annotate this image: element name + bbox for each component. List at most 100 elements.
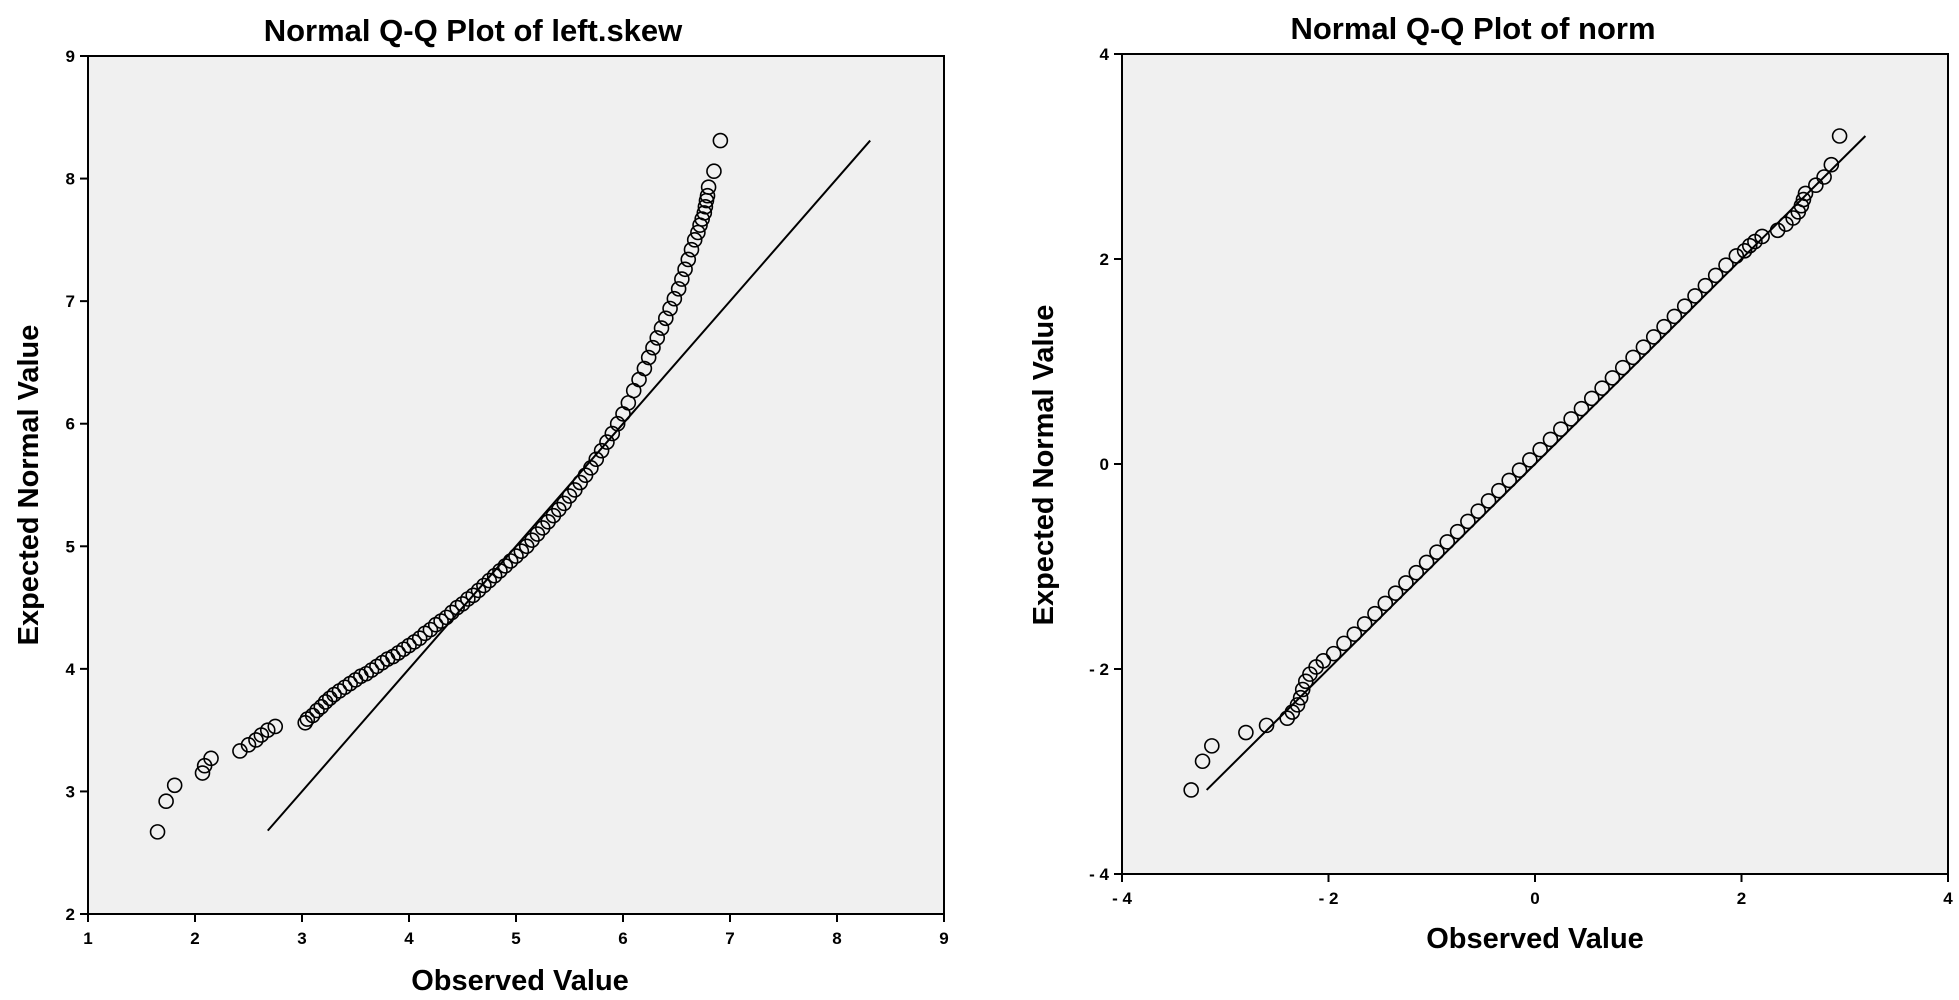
data-point [670,281,687,297]
x-tick-label: - 4 [1112,889,1132,908]
y-axis-label: Expected Normal Value [13,325,45,646]
data-point [1501,472,1517,489]
data-points [149,132,729,840]
data-point [1480,493,1497,509]
y-tick-label: 5 [66,537,75,556]
data-point [1741,237,1758,254]
data-point [454,596,471,612]
data-point [1511,462,1528,478]
y-tick-label: 8 [66,170,75,189]
data-point [697,198,714,215]
data-point [1387,585,1404,601]
x-axis-ticks: 1 2 3 4 5 6 7 8 9 [83,914,949,948]
data-point [1336,635,1352,652]
data-point [657,310,674,327]
data-point [194,765,211,781]
data-point [1398,575,1414,591]
data-point [1439,534,1456,550]
data-point [1563,411,1579,427]
qq-plot-norm-svg: Normal Q-Q Plot of norm - 4 - 2 0 2 4 - 4 - 2… [1028,11,1953,955]
x-tick-label: 4 [404,929,414,948]
data-point [653,320,670,336]
data-point [1718,257,1734,273]
data-point [1797,185,1814,202]
x-axis-label: Observed Value [1426,923,1644,955]
data-point [1532,441,1548,458]
data-point [662,300,678,317]
y-axis-label: Expected Normal Value [1028,305,1060,626]
data-point [465,587,482,604]
data-point [497,558,514,574]
data-point [203,750,219,767]
data-point [588,451,605,468]
y-tick-label: - 4 [1089,865,1109,884]
qq-plot-norm: Normal Q-Q Plot of norm - 4 - 2 0 2 4 - 4 - 2… [1010,0,1959,1000]
data-point [674,271,690,287]
data-point [1816,169,1832,185]
x-tick-label: 1 [83,929,92,948]
data-point [609,415,626,432]
data-point [1728,248,1745,264]
data-point [259,722,276,738]
data-point [686,232,703,248]
x-tick-label: 0 [1530,889,1539,908]
data-point [1289,697,1306,713]
data-point [1346,626,1363,642]
data-point [1315,652,1332,669]
data-point [1183,782,1199,798]
x-tick-label: - 2 [1319,889,1339,908]
chart-title: Normal Q-Q Plot of norm [1290,11,1655,46]
y-tick-label: 4 [1100,45,1110,64]
data-point [1754,228,1770,245]
y-tick-label: 3 [66,782,75,801]
y-tick-label: 6 [66,415,75,434]
data-point [502,553,519,569]
x-tick-label: 8 [832,929,841,948]
data-point [1831,128,1848,144]
data-point [313,699,330,715]
data-point [1736,243,1753,259]
data-point [508,548,524,564]
y-tick-label: 0 [1100,455,1109,474]
data-point [1367,605,1383,622]
data-point [1204,738,1220,754]
data-point [1687,288,1703,304]
x-axis-ticks: - 4 - 2 0 2 4 [1112,874,1953,908]
data-point [1656,318,1672,335]
data-point [411,630,428,647]
data-point [304,707,321,724]
x-tick-label: 5 [511,929,520,948]
data-point [158,793,174,810]
data-point [492,562,508,579]
data-point [267,718,284,735]
y-tick-label: 2 [66,905,75,924]
data-point [583,460,599,476]
y-tick-label: - 2 [1089,660,1109,679]
data-point [645,339,661,356]
data-point [166,777,183,794]
data-point [1542,431,1559,448]
y-tick-label: 4 [66,660,76,679]
chart-title: Normal Q-Q Plot of left.skew [264,13,683,48]
data-point [1795,191,1812,208]
data-point [1408,564,1425,581]
x-tick-label: 6 [618,929,627,948]
data-point [1522,452,1538,468]
data-point [1594,380,1610,396]
data-point [640,349,657,366]
data-point [593,442,610,459]
data-point [699,187,716,204]
data-point [1614,359,1631,376]
data-point [1238,724,1254,741]
data-point [1645,329,1662,345]
y-tick-label: 2 [1100,250,1109,269]
data-point [1294,681,1311,698]
data-point [1808,177,1824,193]
data-point [1707,267,1724,284]
data-point [248,732,264,748]
data-point [486,567,503,584]
data-point [1449,523,1466,540]
data-points [1183,128,1848,798]
data-point [649,330,666,346]
data-point [694,211,710,227]
